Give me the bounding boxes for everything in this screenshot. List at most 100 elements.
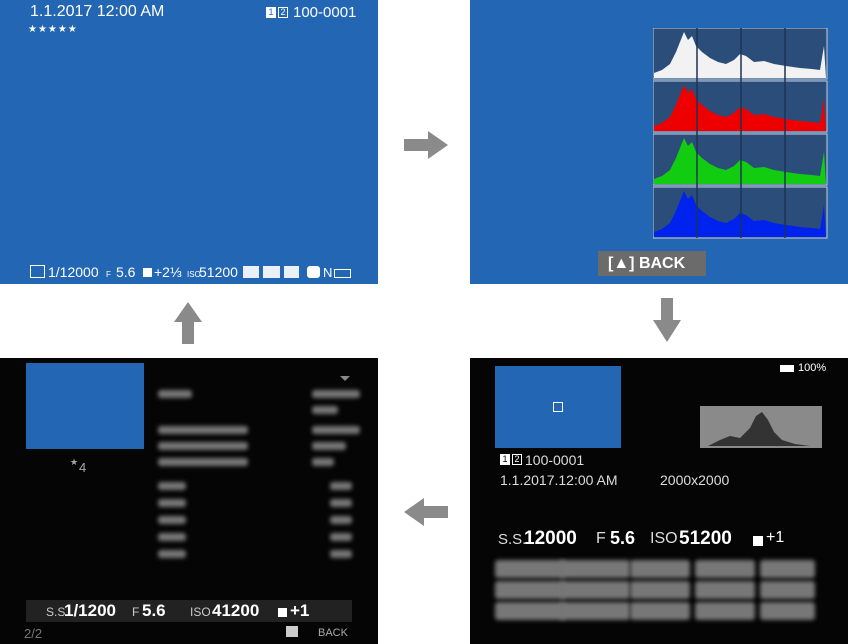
decor [158, 533, 186, 541]
decor [630, 581, 690, 599]
f-label: F [132, 605, 140, 619]
up-button-icon [286, 626, 298, 637]
rating: ★★★★★ [28, 24, 78, 35]
exposure-icon [278, 608, 287, 617]
arrow-up [174, 302, 202, 344]
decor [312, 406, 338, 414]
decor [695, 581, 755, 599]
decor [495, 602, 565, 620]
decor [312, 458, 334, 466]
slot-1: 1 [500, 454, 510, 465]
decor [495, 560, 565, 578]
decor [560, 581, 630, 599]
decor [495, 581, 565, 599]
histograms [653, 28, 828, 239]
decor [158, 426, 248, 434]
exposure: +1 [290, 601, 310, 620]
shutter: 1/1200 [64, 601, 116, 620]
decor [158, 458, 248, 466]
decor [158, 442, 248, 450]
decor [158, 550, 186, 558]
decor [630, 602, 690, 620]
decor [158, 390, 192, 398]
focus-frame [553, 402, 563, 412]
f-label: F [596, 530, 606, 547]
quality: N [323, 265, 333, 280]
play-icon [30, 265, 45, 278]
iso: 51200 [199, 264, 238, 280]
frame-number: 100-0001 [525, 452, 585, 468]
decor [158, 499, 186, 507]
date: 1.1.2017 12:00 AM [30, 3, 165, 20]
thumbnail [26, 363, 144, 449]
rating-star: ★ [70, 457, 79, 467]
wb-icon [243, 266, 259, 278]
iso-label: ISO [650, 530, 678, 547]
info-panel: 100% 1 2 100-0001 1.1.2017.12:00 AM 2000… [470, 358, 848, 644]
mini-histogram [700, 406, 822, 448]
back-button[interactable]: [▲] BACK [598, 251, 706, 276]
decor [630, 560, 690, 578]
slot-1: 1 [266, 7, 276, 18]
histogram-panel: [▲] BACK [470, 0, 848, 284]
decor [560, 560, 630, 578]
decor [760, 560, 815, 578]
shutter: 1/12000 [48, 264, 99, 280]
aperture: 5.6 [142, 601, 166, 620]
slot-2: 2 [512, 454, 522, 465]
battery-icon [780, 365, 794, 372]
decor [312, 426, 360, 434]
size-icon [307, 266, 320, 278]
decor [330, 550, 352, 558]
iso: 41200 [212, 601, 260, 620]
thumbnail [495, 366, 621, 448]
date: 1.1.2017.12:00 AM [500, 472, 618, 488]
exposure: +1 [766, 529, 785, 546]
hist-grid [696, 28, 786, 238]
exposure: +2⅓ [154, 264, 182, 280]
decor [158, 516, 186, 524]
arrow-left [404, 498, 448, 526]
hist-red [653, 80, 828, 133]
back-label: [▲] BACK [608, 255, 686, 272]
decor [760, 602, 815, 620]
page: 2/2 [24, 626, 43, 641]
decor [330, 516, 352, 524]
frame-number: 100-0001 [293, 4, 357, 21]
iso-label: ISO [190, 605, 211, 619]
exif-bar: S.S 1/1200 F 5.6 ISO 41200 +1 [26, 600, 352, 622]
battery: 100% [798, 362, 827, 374]
decor [695, 602, 755, 620]
decor [330, 499, 352, 507]
image-size: 2000x2000 [660, 472, 730, 488]
arrow-down [653, 298, 681, 342]
detail-panel: ★ 4 S.S 1/1200 F 5.6 ISO 41200 +1 2/2 [0, 358, 378, 644]
aperture: 5.6 [610, 528, 636, 548]
ss-label: S.S. [498, 531, 527, 548]
slot-2: 2 [278, 7, 288, 18]
hist-blue [653, 186, 828, 239]
battery-icon [334, 269, 351, 278]
decor [560, 602, 630, 620]
playback-panel: 1.1.2017 12:00 AM 1 2 100-0001 ★★★★★ 1/1… [0, 0, 378, 284]
ss-label: S.S [46, 605, 66, 619]
decor [695, 560, 755, 578]
decor [158, 482, 186, 490]
iso: 51200 [679, 528, 732, 549]
decor [330, 482, 352, 490]
decor [760, 581, 815, 599]
back-label[interactable]: BACK [318, 627, 348, 639]
iso-label: ISO [187, 270, 201, 279]
arrow-right [404, 131, 448, 159]
decor [312, 390, 360, 398]
film-icon [263, 266, 280, 278]
rating: 4 [79, 460, 87, 475]
hist-green [653, 133, 828, 186]
hist-white [653, 28, 828, 80]
decor [708, 412, 810, 446]
aperture: 5.6 [116, 264, 136, 280]
drive-icon [284, 266, 299, 278]
decor [312, 442, 346, 450]
